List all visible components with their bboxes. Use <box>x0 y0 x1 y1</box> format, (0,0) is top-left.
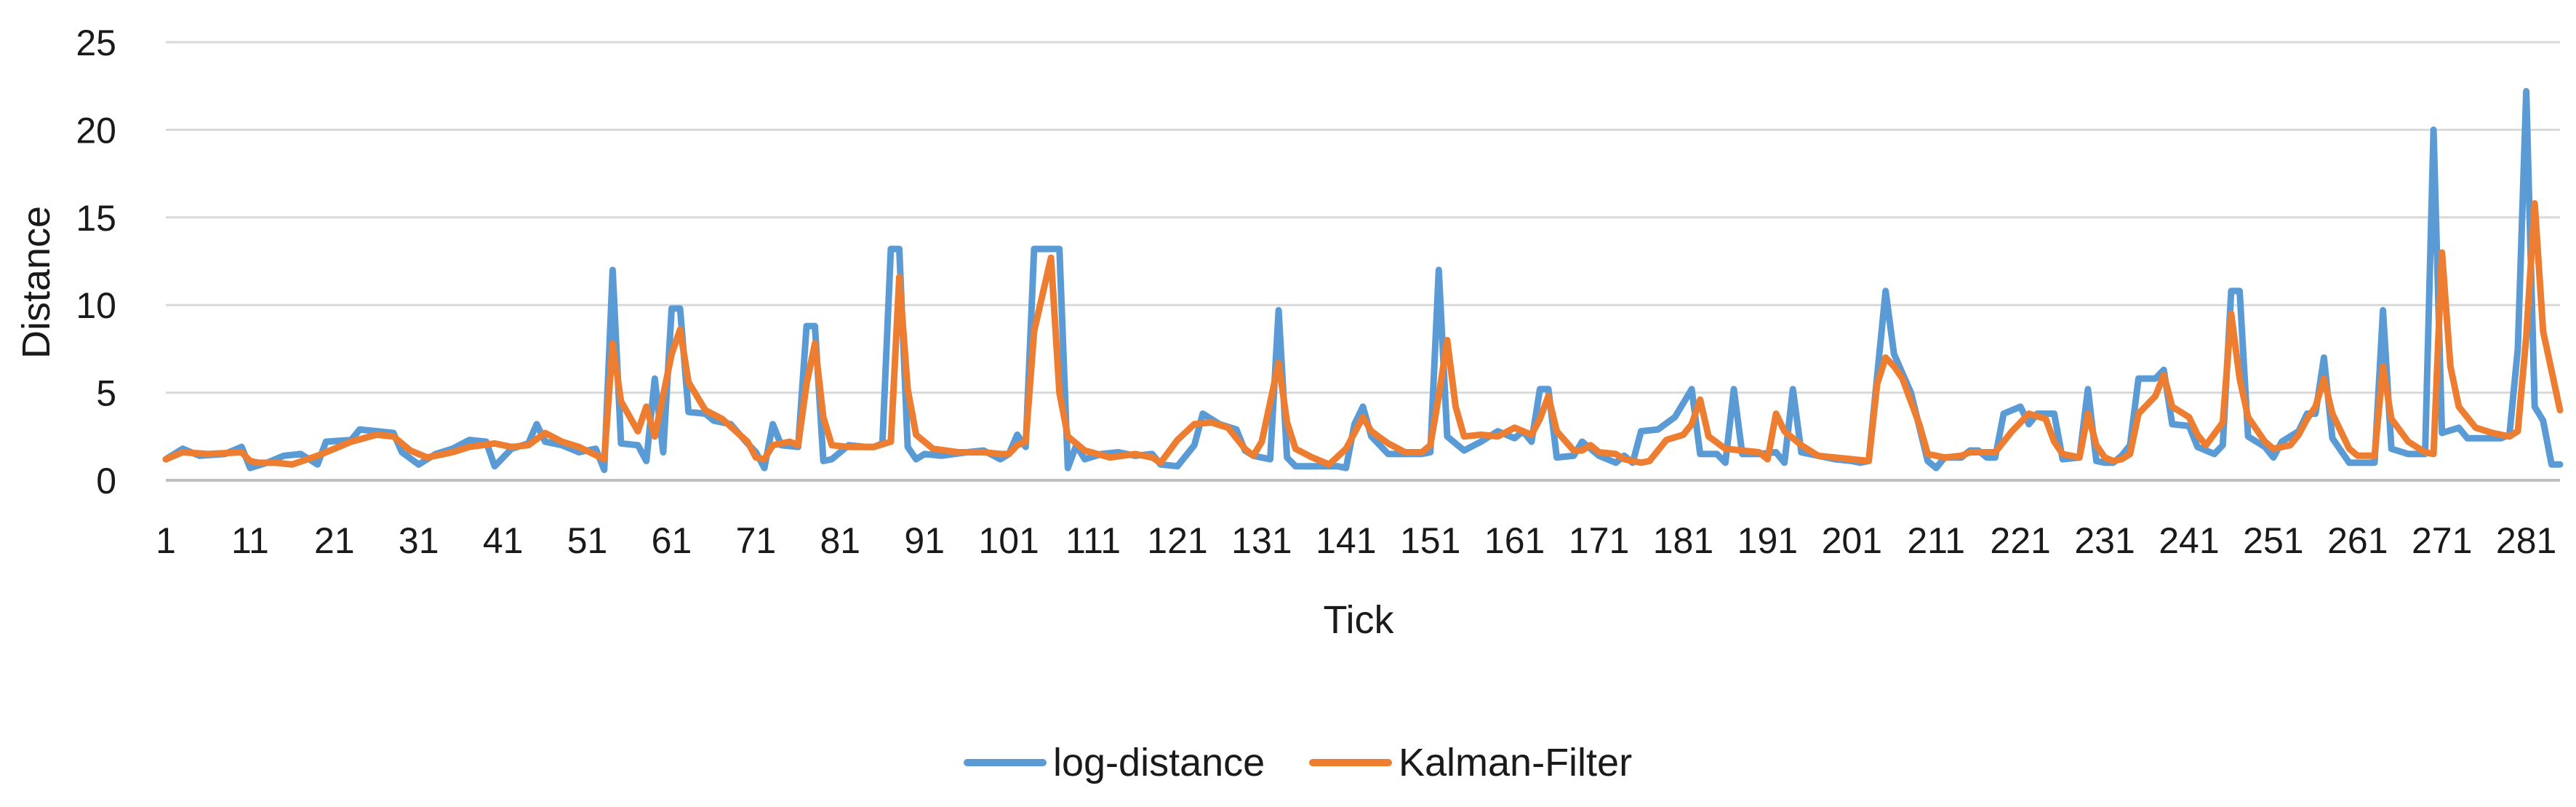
x-tick-label: 141 <box>1316 520 1376 561</box>
series-line-log-distance <box>162 87 2564 474</box>
y-axis-tick-labels: 0 5 10 15 20 25 <box>76 23 116 501</box>
legend: log-distance Kalman-Filter <box>964 741 1632 784</box>
x-tick-label: 1 <box>156 520 176 561</box>
x-tick-label: 231 <box>2074 520 2135 561</box>
gridlines <box>166 41 2560 394</box>
y-axis-title: Distance <box>15 206 58 359</box>
x-tick-label: 71 <box>736 520 777 561</box>
x-tick-label: 121 <box>1147 520 1207 561</box>
x-tick-label: 161 <box>1484 520 1545 561</box>
legend-label: Kalman-Filter <box>1399 741 1632 784</box>
x-tick-label: 171 <box>1569 520 1629 561</box>
y-tick-label: 20 <box>76 110 116 151</box>
x-tick-label: 111 <box>1065 520 1121 561</box>
x-tick-label: 211 <box>1907 520 1965 561</box>
y-tick-label: 25 <box>76 23 116 63</box>
x-tick-label: 31 <box>399 520 439 561</box>
x-tick-label: 51 <box>567 520 608 561</box>
x-tick-label: 131 <box>1231 520 1292 561</box>
x-tick-label: 261 <box>2327 520 2388 561</box>
legend-label: log-distance <box>1053 741 1265 784</box>
x-axis-tick-labels: 1 11 21 31 41 51 61 71 81 91 101 111 121 131 141 151 161… <box>156 520 2556 561</box>
x-tick-label: 271 <box>2412 520 2472 561</box>
x-tick-label: 91 <box>904 520 945 561</box>
y-tick-label: 10 <box>76 285 116 326</box>
x-tick-label: 151 <box>1400 520 1460 561</box>
x-tick-label: 241 <box>2159 520 2219 561</box>
x-tick-label: 61 <box>652 520 692 561</box>
x-tick-label: 181 <box>1653 520 1713 561</box>
series-line-kalman-filter <box>162 200 2564 468</box>
x-tick-label: 201 <box>1822 520 1882 561</box>
x-tick-label: 81 <box>820 520 861 561</box>
x-tick-label: 281 <box>2496 520 2556 561</box>
y-tick-label: 15 <box>76 198 116 239</box>
x-tick-label: 11 <box>231 520 269 561</box>
y-tick-label: 5 <box>96 373 116 414</box>
x-tick-label: 251 <box>2243 520 2303 561</box>
x-tick-label: 41 <box>483 520 524 561</box>
x-tick-label: 221 <box>1990 520 2050 561</box>
x-tick-label: 101 <box>978 520 1039 561</box>
x-axis-title: Tick <box>1324 598 1395 642</box>
x-tick-label: 21 <box>314 520 355 561</box>
x-tick-label: 191 <box>1737 520 1798 561</box>
series-lines <box>162 87 2564 474</box>
y-tick-label: 0 <box>96 461 116 501</box>
